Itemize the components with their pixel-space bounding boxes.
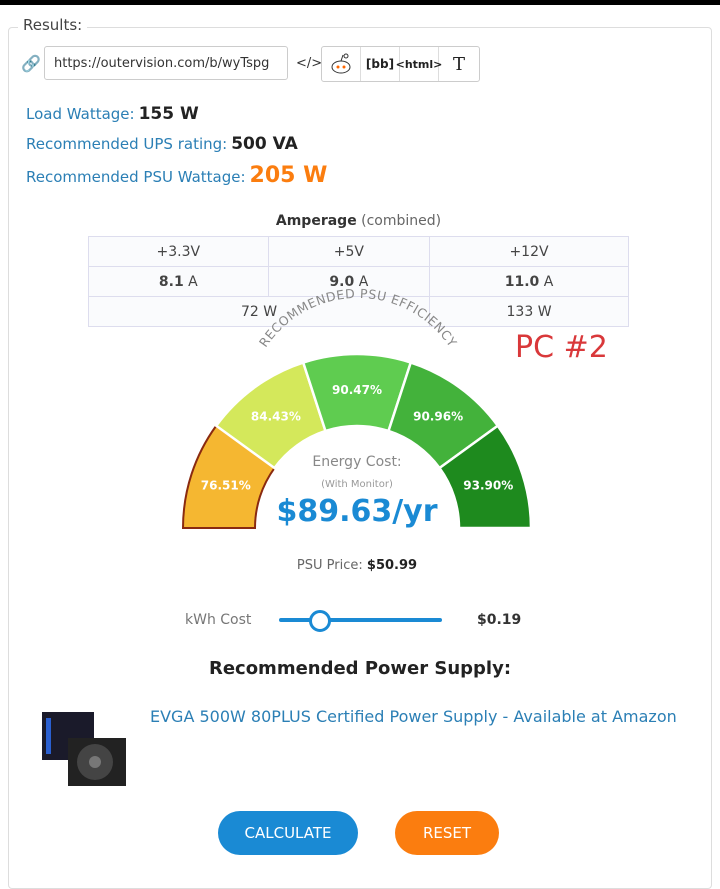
header-5v: +5V (267, 236, 431, 267)
header-3v3: +3.3V (88, 236, 269, 267)
ups-rating: Recommended UPS rating: 500 VA (26, 134, 298, 154)
html-button[interactable]: <html> (396, 47, 442, 81)
link-icon: 🔗 (21, 54, 41, 73)
share-url-input[interactable]: https://outervision.com/b/wyTspg (44, 46, 288, 80)
product-link[interactable]: EVGA 500W 80PLUS Certified Power Supply … (150, 707, 677, 726)
amperage-title: Amperage (combined) (275, 213, 442, 229)
results-label: Results: (18, 16, 88, 34)
top-bar (0, 0, 720, 5)
watts-12v: 133 W (429, 296, 629, 327)
reddit-icon (331, 53, 351, 74)
reddit-button[interactable] (322, 47, 361, 81)
kwh-slider-thumb[interactable] (308, 610, 331, 632)
header-12v: +12V (429, 236, 629, 267)
calculate-button[interactable]: CALCULATE (218, 811, 358, 855)
gauge-segment (437, 423, 533, 530)
kwh-value: $0.19 (477, 612, 522, 628)
monitor-label: (With Monitor) (321, 479, 393, 490)
embed-code-button[interactable]: </> (296, 56, 323, 71)
gauge-segment-label: 90.96% (413, 409, 463, 423)
bbcode-button[interactable]: [bb] (361, 47, 400, 81)
gauge-segment-label: 90.47% (332, 383, 382, 397)
kwh-slider-track[interactable] (279, 618, 442, 622)
gauge-segment-label: 84.43% (251, 409, 301, 423)
gauge-title: RECOMMENDED PSU EFFICIENCY (256, 286, 460, 350)
load-wattage: Load Wattage: 155 W (26, 104, 199, 124)
reset-button[interactable]: RESET (395, 811, 499, 855)
kwh-label: kWh Cost (185, 612, 252, 628)
amperage-table: +3.3V +5V +12V 8.1 A 9.0 A 11.0 A 72 W 133 W (87, 236, 629, 327)
psu-wattage: Recommended PSU Wattage: 205 W (26, 163, 328, 188)
gauge-segment-label: 93.90% (463, 478, 513, 492)
recommended-psu-title: Recommended Power Supply: (208, 658, 512, 679)
efficiency-gauge: RECOMMENDED PSU EFFICIENCY 76.51% 84.43% 9… (181, 286, 533, 530)
pc-annotation: PC #2 (515, 330, 608, 365)
watts-low: 72 W (87, 296, 431, 327)
psu-price: PSU Price: $50.99 (296, 558, 418, 573)
gauge-segment-label: 76.51% (201, 478, 251, 492)
energy-cost-label: Energy Cost: (312, 454, 402, 470)
energy-cost-value: $89.63/yr (276, 494, 438, 529)
share-buttons: [bb] <html> T (321, 46, 480, 82)
text-button[interactable]: T (452, 53, 465, 75)
psu-product-image[interactable] (40, 708, 130, 792)
